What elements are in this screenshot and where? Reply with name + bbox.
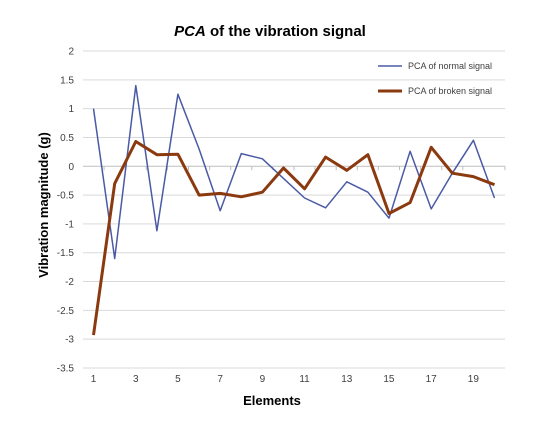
- y-axis-ticks: 2 1.5 1 0.5 0 -0.5 -1 -1.5 -2 -2.5 -3 -3.5: [57, 47, 75, 375]
- y-tick-label: -3: [65, 335, 74, 346]
- y-tick-label: 0.5: [60, 133, 74, 144]
- chart-title-rest: of the vibration signal: [206, 23, 366, 40]
- series-lines: [92, 84, 496, 336]
- y-tick-label: -2.5: [57, 306, 75, 317]
- y-tick-label: 0: [68, 162, 74, 173]
- chart-title: PCA of the vibration signal: [174, 23, 366, 40]
- chart-title-italic: PCA: [174, 23, 206, 40]
- y-tick-label: 1.5: [60, 75, 74, 86]
- x-tick-label: 17: [426, 374, 438, 385]
- y-tick-label: 2: [68, 47, 74, 58]
- x-tick-label: 19: [468, 374, 480, 385]
- legend-label-normal: PCA of normal signal: [408, 61, 492, 71]
- grid: [83, 50, 505, 369]
- x-tick-label: 5: [175, 374, 181, 385]
- y-tick-label: -3.5: [57, 364, 75, 375]
- legend-label-broken: PCA of broken signal: [408, 86, 492, 96]
- y-tick-label: -1.5: [57, 248, 75, 259]
- y-tick-label: -1: [65, 219, 74, 230]
- y-tick-label: -0.5: [57, 191, 75, 202]
- x-tick-label: 13: [341, 374, 353, 385]
- x-tick-label: 9: [260, 374, 266, 385]
- x-tick-label: 11: [299, 374, 310, 385]
- x-axis-title: Elements: [243, 393, 301, 408]
- series-broken-signal: [92, 140, 496, 336]
- series-normal-signal: [92, 84, 496, 260]
- x-tick-label: 1: [91, 374, 97, 385]
- y-axis-title: Vibration magnitude (g): [36, 132, 51, 278]
- y-tick-label: -2: [65, 277, 74, 288]
- x-tick-label: 7: [217, 374, 223, 385]
- y-tick-label: 1: [68, 104, 74, 115]
- x-tick-label: 15: [383, 374, 395, 385]
- x-axis-ticks: 1 3 5 7 9 11 13 15 17 19: [91, 166, 506, 385]
- x-tick-label: 3: [133, 374, 139, 385]
- legend: PCA of normal signal PCA of broken signa…: [378, 61, 492, 96]
